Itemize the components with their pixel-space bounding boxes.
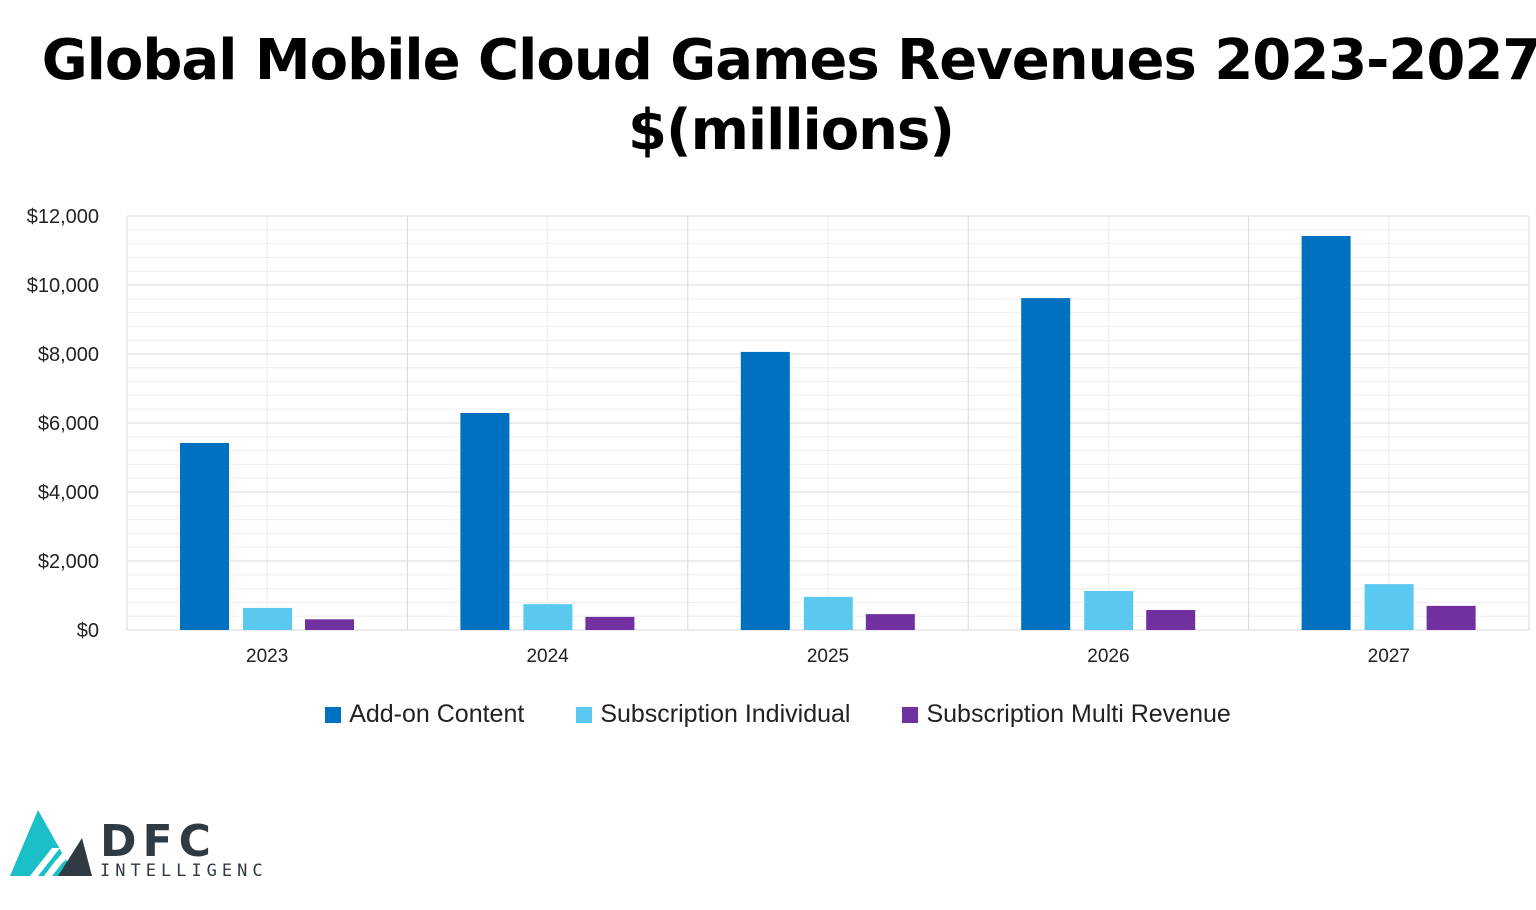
bar-subscription-individual: [1084, 591, 1134, 630]
y-tick-label: $0: [77, 620, 99, 642]
bar-subscription-multi-revenue: [305, 619, 354, 630]
svg-text:INTELLIGENCE: INTELLIGENCE: [100, 861, 268, 880]
title-line: Global Mobile Cloud Games Revenues 2023-…: [41, 28, 1536, 93]
legend-label: Subscription Individual: [600, 700, 851, 728]
bar-subscription-multi-revenue: [865, 614, 915, 630]
y-tick-label: $10,000: [27, 275, 99, 297]
legend-swatch: [325, 706, 342, 723]
x-tick-label: 2024: [526, 646, 569, 667]
bar-subscription-multi-revenue: [585, 616, 635, 630]
legend-item: Subscription Multi Revenue: [902, 700, 1231, 729]
bar-subscription-individual: [243, 607, 292, 630]
legend: Add-on Content Subscription Individual Sub…: [0, 700, 1536, 729]
legend-item: Add-on Content: [325, 700, 524, 729]
y-tick-label: $8,000: [38, 344, 99, 366]
bar-subscription-multi-revenue: [1426, 605, 1476, 630]
y-tick-label: $4,000: [38, 482, 99, 504]
bar-add-on-content: [180, 443, 229, 630]
bar-add-on-content: [1021, 298, 1071, 630]
bar-subscription-multi-revenue: [1146, 609, 1196, 630]
subtitle-line: $(millions): [628, 98, 955, 163]
bar-add-on-content: [1301, 236, 1351, 630]
x-tick-label: 2026: [1087, 646, 1129, 667]
svg-text:DFC: DFC: [100, 816, 217, 867]
legend-swatch: [576, 706, 593, 723]
y-tick-label: $12,000: [27, 206, 99, 228]
x-tick-label: 2025: [807, 646, 849, 667]
y-tick-label: $2,000: [38, 551, 99, 573]
bar-subscription-individual: [803, 596, 853, 630]
bar-add-on-content: [460, 412, 510, 630]
legend-item: Subscription Individual: [576, 700, 850, 729]
chart-title: Global Mobile Cloud Games Revenues 2023-…: [0, 26, 1536, 166]
bar-add-on-content: [740, 351, 790, 630]
y-tick-label: $6,000: [38, 413, 99, 435]
bar-subscription-individual: [1364, 584, 1414, 630]
x-tick-label: 2023: [246, 646, 288, 667]
legend-label: Add-on Content: [349, 700, 525, 728]
legend-label: Subscription Multi Revenue: [926, 700, 1231, 728]
dfc-logo: DFC INTELLIGENCE: [10, 810, 268, 880]
bar-subscription-individual: [523, 604, 573, 630]
legend-swatch: [902, 706, 919, 723]
x-tick-label: 2027: [1368, 646, 1410, 667]
bar-chart: $0 $2,000 $4,000 $6,000 $8,000 $10,000 $12,000…: [27, 206, 1530, 667]
